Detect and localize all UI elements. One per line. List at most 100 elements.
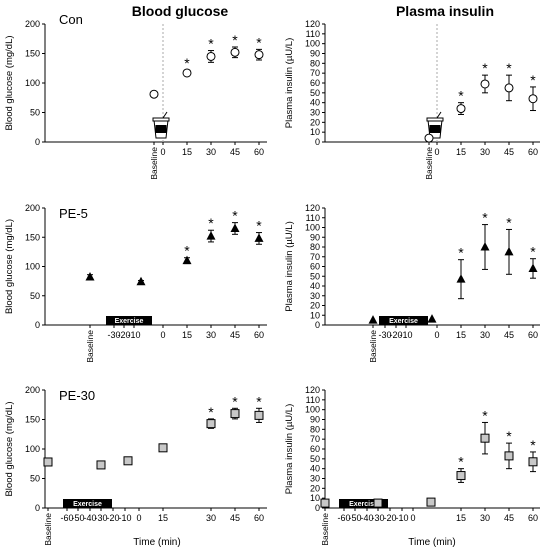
data-point [85, 272, 95, 281]
y-tick-label: 40 [310, 464, 320, 474]
x-tick-label: -50 [71, 513, 84, 523]
marker-circle [230, 47, 240, 57]
y-tick-label: 0 [315, 320, 320, 330]
x-axis-label-insulin: Time (min) [408, 537, 455, 548]
x-tick-label: -30 [107, 330, 120, 340]
marker-square [528, 457, 538, 467]
y-tick-label: 200 [25, 19, 40, 29]
data-point: * [504, 428, 514, 470]
marker-circle [424, 133, 434, 143]
y-axis-label: Plasma insulin (µU/L) [284, 38, 295, 128]
x-tick-label: 45 [230, 513, 240, 523]
y-tick-label: 0 [315, 503, 320, 513]
data-point: * [504, 60, 514, 102]
y-tick-label: 0 [35, 320, 40, 330]
x-tick-label: -30 [94, 513, 107, 523]
y-tick-label: 20 [310, 117, 320, 127]
x-tick-label: 60 [528, 147, 538, 157]
marker-triangle [528, 263, 538, 272]
data-point: * [480, 210, 490, 270]
significance-star: * [256, 218, 262, 234]
x-tick-label: -10 [395, 513, 408, 523]
y-tick-label: 10 [310, 493, 320, 503]
data-point: * [528, 437, 538, 473]
x-tick-label: 0 [136, 513, 141, 523]
x-tick-label: 30 [480, 147, 490, 157]
data-point [136, 276, 146, 286]
y-tick-label: 0 [35, 503, 40, 513]
data-point: * [528, 244, 538, 279]
marker-triangle [136, 276, 146, 286]
y-tick-label: 100 [25, 444, 40, 454]
data-point: * [254, 393, 264, 423]
y-tick-label: 50 [30, 291, 40, 301]
data-point [426, 497, 436, 507]
x-tick-label: 60 [528, 330, 538, 340]
data-point [123, 456, 133, 466]
significance-star: * [232, 393, 238, 409]
y-tick-label: 70 [310, 252, 320, 262]
x-tick-label: 60 [254, 513, 264, 523]
x-tick-label-baseline: Baseline [424, 147, 434, 180]
marker-square [43, 457, 53, 467]
y-tick-label: 80 [310, 58, 320, 68]
data-point: * [456, 88, 466, 115]
significance-star: * [506, 428, 512, 444]
marker-square [96, 460, 106, 470]
exercise-label: Exercise [349, 501, 378, 508]
x-tick-label: 15 [456, 147, 466, 157]
y-tick-label: 30 [310, 291, 320, 301]
x-tick-label: 0 [434, 147, 439, 157]
marker-triangle [85, 272, 95, 281]
x-tick-label: 15 [456, 330, 466, 340]
y-tick-label: 70 [310, 68, 320, 78]
y-tick-label: 200 [25, 203, 40, 213]
significance-star: * [506, 214, 512, 230]
x-tick-label: 30 [480, 330, 490, 340]
significance-star: * [482, 407, 488, 423]
data-point: * [230, 393, 240, 420]
data-point: * [480, 407, 490, 455]
x-tick-label: 45 [230, 330, 240, 340]
x-tick-label: 60 [254, 330, 264, 340]
y-tick-label: 100 [305, 405, 320, 415]
y-tick-label: 120 [305, 19, 320, 29]
marker-triangle [480, 242, 490, 251]
significance-star: * [506, 60, 512, 76]
y-tick-label: 20 [310, 301, 320, 311]
y-tick-label: 90 [310, 49, 320, 59]
x-tick-label: 0 [434, 330, 439, 340]
y-tick-label: 60 [310, 262, 320, 272]
exercise-bar [63, 499, 112, 508]
exercise-label: Exercise [115, 318, 144, 325]
significance-star: * [232, 32, 238, 48]
y-tick-label: 80 [310, 424, 320, 434]
data-point [43, 457, 53, 467]
drink-cup-icon [152, 111, 170, 139]
y-tick-label: 110 [306, 29, 320, 39]
marker-square [123, 456, 133, 466]
y-tick-label: 120 [305, 203, 320, 213]
y-axis-label: Plasma insulin (µU/L) [284, 221, 295, 311]
cup-straw [436, 111, 442, 119]
y-tick-label: 10 [310, 310, 320, 320]
data-point [368, 315, 378, 324]
x-tick-label: 30 [206, 513, 216, 523]
y-tick-label: 50 [30, 474, 40, 484]
x-tick-label-baseline: Baseline [368, 330, 378, 363]
y-tick-label: 50 [30, 108, 40, 118]
marker-square [230, 409, 240, 419]
x-tick-label: -50 [348, 513, 361, 523]
marker-circle [456, 104, 466, 114]
marker-square [504, 451, 514, 461]
x-tick-label-baseline: Baseline [85, 330, 95, 363]
marker-circle [528, 94, 538, 104]
y-axis-label: Plasma insulin (µU/L) [284, 404, 295, 494]
marker-circle [149, 89, 159, 99]
significance-star: * [458, 245, 464, 261]
data-point [373, 498, 383, 508]
marker-triangle [368, 315, 378, 324]
y-tick-label: 150 [25, 415, 40, 425]
